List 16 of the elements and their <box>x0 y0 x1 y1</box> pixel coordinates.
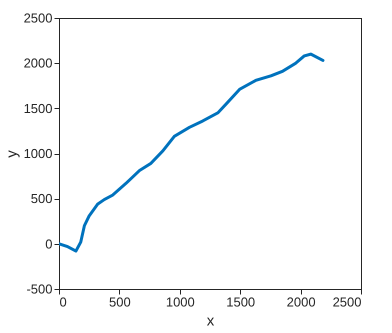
x-tick-label: 0 <box>60 294 67 310</box>
x-tick-label: 1500 <box>226 294 256 310</box>
y-tick-label: 2000 <box>24 56 52 71</box>
y-tick-label: -500 <box>26 282 52 296</box>
y-axis-title: y <box>4 150 21 158</box>
x-axis-title: x <box>206 312 215 330</box>
x-tick-label: 1000 <box>166 294 195 310</box>
line-series <box>59 52 324 253</box>
y-tick-label: 0 <box>45 236 52 252</box>
y-tick-label: 500 <box>30 191 52 206</box>
y-tick-label: 1500 <box>24 100 52 116</box>
y-tick-label: 1000 <box>24 146 52 161</box>
y-tick-label: 2500 <box>24 10 52 26</box>
x-tick-label: 2500 <box>332 294 362 310</box>
x-tick-label: 2000 <box>286 294 316 310</box>
x-tick-label: 500 <box>109 294 131 310</box>
